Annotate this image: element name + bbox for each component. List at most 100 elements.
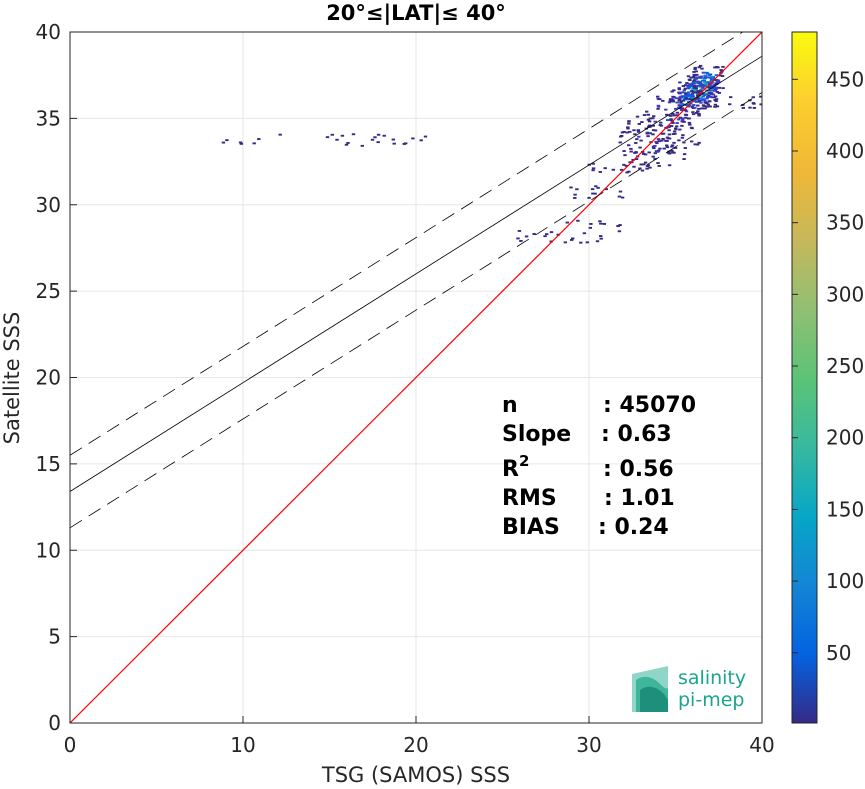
density-cell [655,142,659,145]
density-cell [661,132,666,135]
density-cell [694,82,698,85]
data-marks [221,64,762,244]
density-cell [683,98,687,101]
density-cell [694,87,698,90]
density-cell [634,158,639,160]
x-tick-label: 30 [576,733,601,757]
density-cell [659,121,663,124]
colorbar-tick-label: 450 [826,67,864,91]
density-cell [693,84,697,87]
density-cell [679,107,683,110]
density-cell [752,107,757,109]
density-cell [590,188,595,191]
density-cell [252,142,256,145]
colorbar-tick-label: 100 [826,569,864,593]
density-cell [692,90,696,92]
density-cell [682,103,686,106]
density-cell [620,196,625,199]
density-cell [715,105,720,108]
density-cell [690,96,695,99]
density-cell [672,89,676,92]
density-cell [683,87,687,90]
density-cell [672,141,676,144]
density-cell [652,115,656,118]
density-cell [693,143,697,146]
density-cell [701,71,706,74]
density-cell [675,114,679,117]
density-cell [680,124,684,127]
density-cell [670,144,675,147]
density-cell [627,120,631,123]
density-cell [716,81,720,83]
density-cell [691,111,695,114]
density-cell [625,171,629,174]
density-cell [708,105,712,108]
density-cell [677,88,681,91]
density-cell [695,100,700,103]
colorbar-gradient [791,31,818,724]
density-cell [671,100,676,103]
density-cell [696,84,701,87]
stat-rms-value: : 1.01 [604,486,675,511]
density-cell [669,100,673,103]
density-cell [582,232,587,235]
density-cell [678,81,682,84]
stat-n-value: : 45070 [603,393,696,418]
density-cell [672,151,676,154]
density-cell [759,95,762,98]
density-cell [679,100,684,103]
density-cell [591,169,595,172]
density-cell [713,89,717,92]
colorbar-tick-label: 300 [826,282,864,306]
density-cell [411,137,415,140]
density-cell [695,143,700,146]
density-cell [684,94,688,97]
density-cell [703,74,708,77]
density-cell [624,164,628,167]
density-cell [335,138,339,141]
density-cell [698,64,703,67]
density-cell [516,237,520,240]
density-cell [695,76,699,79]
density-cell [675,111,680,114]
density-cell [707,73,711,76]
density-cell [711,89,715,92]
colorbar-tick-label: 200 [826,426,864,450]
density-cell [678,105,682,108]
density-cell [703,76,707,78]
density-cell [599,237,603,240]
y-tick-label: 30 [36,193,61,217]
density-cell [675,97,679,100]
density-cell [686,93,691,96]
density-cell [651,124,655,127]
density-cell [728,103,732,106]
density-cell [643,153,648,156]
stat-r2-value: : 0.56 [603,457,674,482]
density-cell [705,93,709,96]
density-cell [632,129,636,132]
density-cell [670,149,674,152]
y-tick-label: 5 [48,625,61,649]
density-cell [684,97,688,100]
density-cell [653,145,657,147]
density-cell [682,89,686,92]
density-cell [690,85,694,88]
density-cell [576,219,580,222]
density-cell [686,100,691,103]
density-cell [653,129,658,132]
density-cell [346,142,350,144]
density-cell [639,163,643,166]
density-cell [588,226,592,229]
density-cell [699,99,703,102]
density-cell [571,237,575,240]
density-cell [596,186,600,189]
density-cell [617,195,622,198]
density-cell [618,190,623,193]
density-cell [658,147,662,150]
density-cell [713,105,717,108]
density-cell [575,188,579,191]
density-cell [682,141,686,144]
density-cell [589,223,593,225]
density-cell [637,135,641,138]
density-cell [668,125,672,128]
